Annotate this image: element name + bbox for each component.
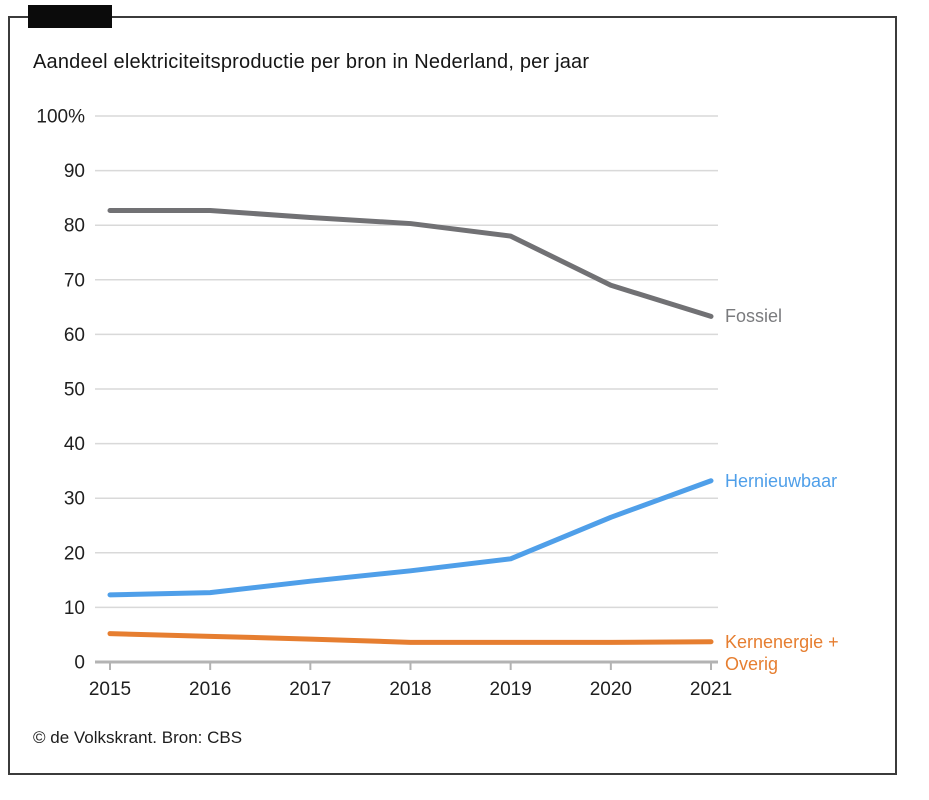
source-credit: © de Volkskrant. Bron: CBS (33, 728, 243, 747)
series-label-fossiel: Fossiel (725, 306, 783, 327)
series-line-hernieuwbaar (107, 478, 714, 598)
y-tick-label: 100% (36, 107, 85, 128)
x-tick-label: 2018 (389, 679, 431, 700)
y-tick-label: 80 (64, 216, 85, 237)
series-line-fossiel (107, 207, 714, 319)
chart-card: Aandeel elektriciteitsproductie per bron… (8, 16, 897, 775)
chart-title: Aandeel elektriciteitsproductie per bron… (33, 51, 590, 73)
x-tick-label: 2019 (490, 679, 532, 700)
y-tick-label: 50 (64, 380, 85, 401)
y-tick-label: 0 (74, 653, 85, 674)
series-line-kernenergie-overig (107, 631, 714, 645)
x-tick-label: 2016 (189, 679, 231, 700)
line-chart: 0 10 20 30 40 50 60 70 80 90 100% 2015 2016 2017 2018 2… (36, 107, 732, 701)
volkskrant-logo-bar (28, 5, 112, 28)
x-tick-label: 2020 (590, 679, 632, 700)
y-tick-label: 10 (64, 598, 85, 619)
series-label-kernenergie-overig: Kernenergie + Overig (725, 631, 839, 674)
y-tick-label: 20 (64, 543, 85, 564)
y-tick-label: 70 (64, 270, 85, 291)
y-tick-label: 40 (64, 434, 85, 455)
x-tick-label: 2015 (89, 679, 131, 700)
y-tick-label: 30 (64, 489, 85, 510)
series-label-hernieuwbaar: Hernieuwbaar (725, 470, 838, 491)
x-tick-label: 2021 (690, 679, 732, 700)
y-tick-label: 90 (64, 161, 85, 182)
y-tick-label: 60 (64, 325, 85, 346)
x-tick-label: 2017 (289, 679, 331, 700)
